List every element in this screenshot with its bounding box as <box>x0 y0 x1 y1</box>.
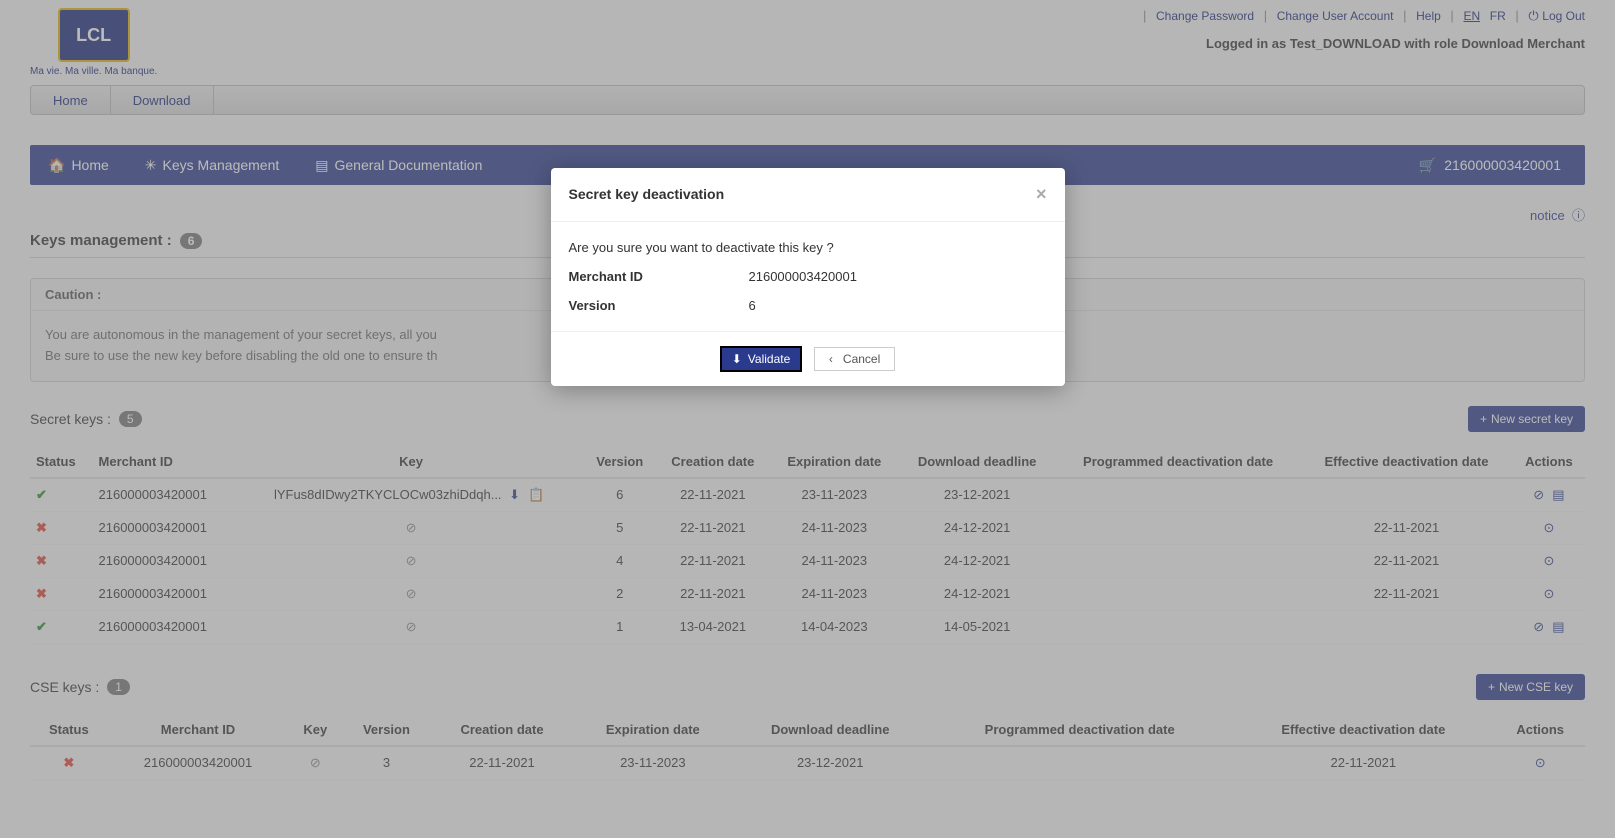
modal-merchant-value: 216000003420001 <box>749 269 857 284</box>
modal-version-value: 6 <box>749 298 756 313</box>
cancel-label: Cancel <box>843 352 880 366</box>
modal-overlay[interactable] <box>0 0 1615 838</box>
cancel-button[interactable]: ‹ Cancel <box>814 347 895 371</box>
validate-button[interactable]: ⬇ Validate <box>720 346 803 372</box>
chevron-left-icon: ‹ <box>829 352 833 366</box>
modal-version-label: Version <box>569 298 749 313</box>
validate-label: Validate <box>748 352 790 366</box>
deactivation-modal: Secret key deactivation × Are you sure y… <box>551 168 1065 386</box>
download-icon: ⬇ <box>732 352 742 366</box>
close-icon[interactable]: × <box>1036 184 1047 205</box>
modal-title: Secret key deactivation <box>569 186 725 202</box>
modal-merchant-label: Merchant ID <box>569 269 749 284</box>
modal-question: Are you sure you want to deactivate this… <box>569 240 1047 255</box>
